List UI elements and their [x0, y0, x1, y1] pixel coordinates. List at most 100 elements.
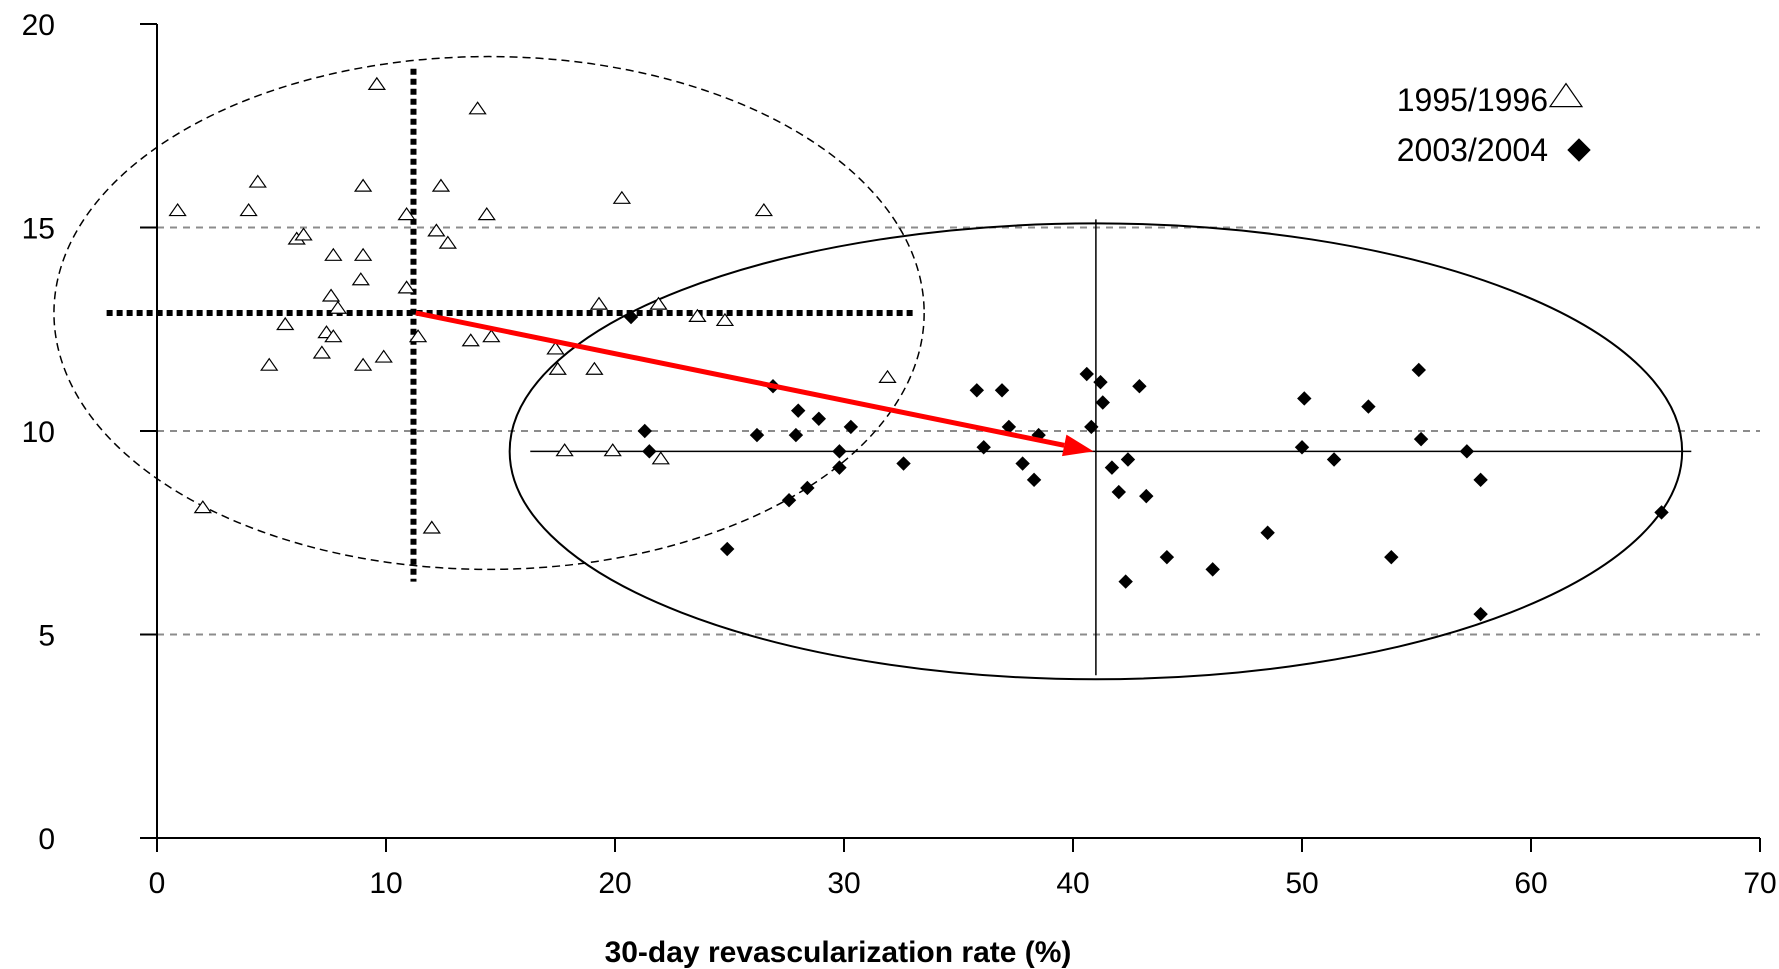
legend-label-1995-1996: 1995/1996	[1397, 82, 1548, 118]
trend-arrow	[415, 310, 1094, 457]
data-point-triangle	[321, 288, 341, 302]
y-tick-label-20: 20	[22, 9, 55, 42]
axes: 0 5 10 15 20 0 10 20 30 40 50 60 70	[22, 9, 1777, 900]
data-point-triangle	[461, 333, 480, 347]
data-point-diamond	[1015, 456, 1030, 471]
x-tick-label-40: 40	[1056, 867, 1089, 900]
data-point-diamond	[832, 444, 847, 459]
data-point-triangle	[248, 174, 267, 188]
data-point-triangle	[649, 296, 668, 310]
data-point-diamond	[1159, 549, 1175, 565]
x-tick-label-20: 20	[598, 867, 631, 900]
data-point-diamond	[790, 403, 806, 418]
data-point-diamond	[1413, 431, 1429, 447]
x-axis-title: 30-day revascularization rate (%)	[605, 936, 1072, 969]
data-point-diamond	[811, 411, 827, 426]
data-point-diamond	[1411, 362, 1426, 378]
data-point-diamond	[1093, 374, 1108, 390]
data-point-triangle	[555, 443, 574, 457]
y-tick-label-0: 0	[38, 823, 55, 856]
data-point-diamond	[1084, 419, 1099, 435]
data-point-diamond	[1026, 472, 1042, 488]
data-point-triangle	[612, 190, 632, 204]
x-tick-label-10: 10	[369, 867, 402, 900]
x-tick-label-0: 0	[149, 867, 166, 900]
data-point-triangle	[548, 361, 567, 375]
series-2003-2004	[623, 309, 1669, 622]
y-tick-label-5: 5	[38, 620, 55, 653]
data-point-diamond	[1104, 460, 1120, 475]
data-point-triangle	[408, 329, 428, 343]
data-point-diamond	[1260, 525, 1275, 540]
data-point-diamond	[896, 456, 911, 471]
data-point-diamond	[1120, 452, 1136, 467]
data-point-triangle	[374, 349, 393, 363]
data-point-triangle	[168, 202, 187, 217]
legend: 1995/1996 2003/2004	[1397, 82, 1591, 168]
data-point-triangle	[878, 369, 897, 384]
data-point-diamond	[749, 427, 765, 443]
data-point-triangle	[353, 247, 373, 261]
data-point-triangle	[688, 308, 707, 322]
data-point-diamond	[1473, 472, 1488, 488]
data-point-diamond	[637, 423, 652, 439]
data-point-diamond	[1326, 452, 1342, 467]
data-point-triangle	[585, 361, 604, 375]
x-tick-label-30: 30	[827, 867, 860, 900]
arrow-head	[1062, 434, 1094, 457]
data-point-diamond	[623, 309, 639, 325]
x-tick-label-60: 60	[1514, 867, 1547, 900]
data-point-triangle	[294, 227, 313, 241]
series-1995-1996	[168, 76, 897, 534]
data-point-diamond	[1139, 488, 1154, 504]
y-tick-label-10: 10	[22, 416, 55, 449]
data-point-diamond	[994, 383, 1010, 398]
data-point-diamond	[1459, 444, 1475, 459]
data-point-triangle	[193, 500, 212, 514]
data-point-triangle	[477, 207, 496, 221]
data-point-diamond	[720, 541, 735, 557]
data-point-diamond	[832, 460, 847, 475]
data-points	[168, 76, 1669, 622]
data-point-triangle	[546, 341, 565, 355]
data-point-triangle	[651, 451, 670, 465]
legend-label-2003-2004: 2003/2004	[1397, 132, 1548, 168]
data-point-triangle	[589, 296, 609, 310]
data-point-diamond	[969, 383, 985, 398]
data-point-triangle	[397, 280, 416, 294]
data-point-triangle	[397, 207, 416, 221]
arrow-shaft	[415, 310, 1065, 448]
data-point-diamond	[976, 440, 991, 455]
data-point-triangle	[324, 247, 343, 261]
data-point-triangle	[367, 76, 386, 90]
data-point-diamond	[1095, 395, 1110, 410]
y-tick-label-15: 15	[22, 213, 55, 246]
data-point-diamond	[1294, 440, 1310, 455]
data-point-triangle	[276, 316, 295, 331]
data-point-triangle	[438, 235, 457, 249]
data-point-diamond	[642, 444, 657, 459]
data-point-diamond	[781, 492, 797, 508]
data-point-diamond	[1118, 574, 1133, 589]
data-point-triangle	[603, 443, 622, 457]
data-point-triangle	[715, 312, 735, 327]
x-tick-label-50: 50	[1285, 867, 1318, 900]
data-point-diamond	[1473, 606, 1488, 622]
data-point-triangle	[353, 178, 373, 192]
data-point-diamond	[788, 427, 804, 443]
data-point-triangle	[431, 178, 451, 192]
data-point-diamond	[800, 480, 815, 496]
data-point-triangle	[353, 357, 373, 371]
data-point-triangle	[328, 300, 348, 314]
gridlines	[157, 226, 1760, 636]
data-point-diamond	[1079, 366, 1094, 382]
data-point-triangle	[427, 223, 446, 237]
data-point-triangle	[482, 329, 501, 343]
data-point-diamond	[843, 419, 859, 435]
data-point-triangle	[351, 272, 370, 286]
data-point-triangle	[324, 329, 343, 343]
x-tick-label-70: 70	[1743, 867, 1776, 900]
data-point-triangle	[312, 345, 332, 359]
data-point-diamond	[1384, 549, 1399, 565]
